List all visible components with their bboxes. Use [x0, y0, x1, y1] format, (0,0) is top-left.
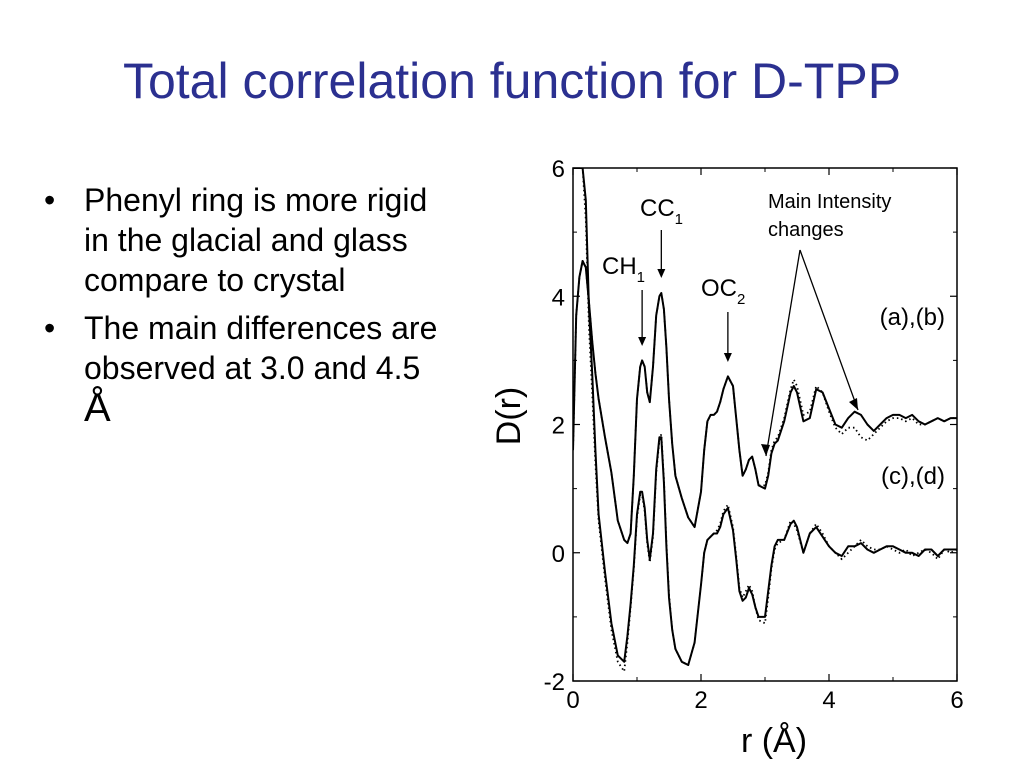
group-label-cd: (c),(d) — [881, 463, 945, 490]
series-group — [573, 168, 957, 673]
y-tick-label: -2 — [544, 669, 565, 696]
bullet-item-differences: • The main differences are observed at 3… — [44, 308, 444, 430]
annotation-arrow-left-head — [761, 444, 770, 456]
annotation-line-1: Main Intensity — [768, 191, 891, 213]
series-line-2 — [573, 260, 957, 544]
series-line-3 — [573, 168, 957, 666]
annotation-arrow-left — [765, 249, 801, 457]
bullet-list: • Phenyl ring is more rigid in the glaci… — [44, 180, 444, 438]
group-label-ab: (a),(b) — [880, 304, 945, 331]
peak-ch1-label: CH1 — [602, 253, 645, 286]
x-tick-label: 2 — [694, 687, 707, 714]
annotation-arrow-right-head — [849, 398, 858, 410]
peak-oc2-label: OC2 — [701, 275, 745, 308]
peak-cc1-label: CC1 — [640, 195, 683, 228]
x-axis-label: r (Å) — [741, 722, 807, 760]
annotation-arrow-right — [799, 249, 859, 411]
annotation-line-2: changes — [768, 219, 844, 241]
x-tick-label: 0 — [566, 687, 579, 714]
bullet-text: Phenyl ring is more rigid in the glacial… — [84, 182, 428, 298]
peak-oc2-arrow-head — [723, 353, 732, 362]
series-line-4 — [573, 168, 957, 673]
y-axis-label: D(r) — [490, 387, 528, 446]
y-tick-label: 0 — [552, 541, 565, 568]
bullet-marker: • — [44, 182, 56, 218]
y-tick-label: 4 — [552, 284, 565, 311]
y-tick-label: 2 — [552, 413, 565, 440]
peak-cc1-arrow-head — [657, 269, 666, 278]
peak-ch1-subscript: 1 — [637, 269, 645, 286]
bullet-item-rigidity: • Phenyl ring is more rigid in the glaci… — [44, 180, 444, 300]
bullet-text: The main differences are observed at 3.0… — [84, 310, 438, 386]
bullet-marker: • — [44, 310, 56, 346]
angstrom-unit: Å — [84, 386, 111, 430]
x-tick-label: 4 — [822, 687, 835, 714]
peak-oc2-subscript: 2 — [737, 291, 745, 308]
peak-ch1-arrow-head — [638, 337, 647, 346]
x-tick-label: 6 — [950, 687, 963, 714]
y-tick-label: 6 — [552, 156, 565, 183]
slide-title: Total correlation function for D-TPP — [122, 53, 902, 109]
peak-cc1-subscript: 1 — [675, 211, 683, 228]
